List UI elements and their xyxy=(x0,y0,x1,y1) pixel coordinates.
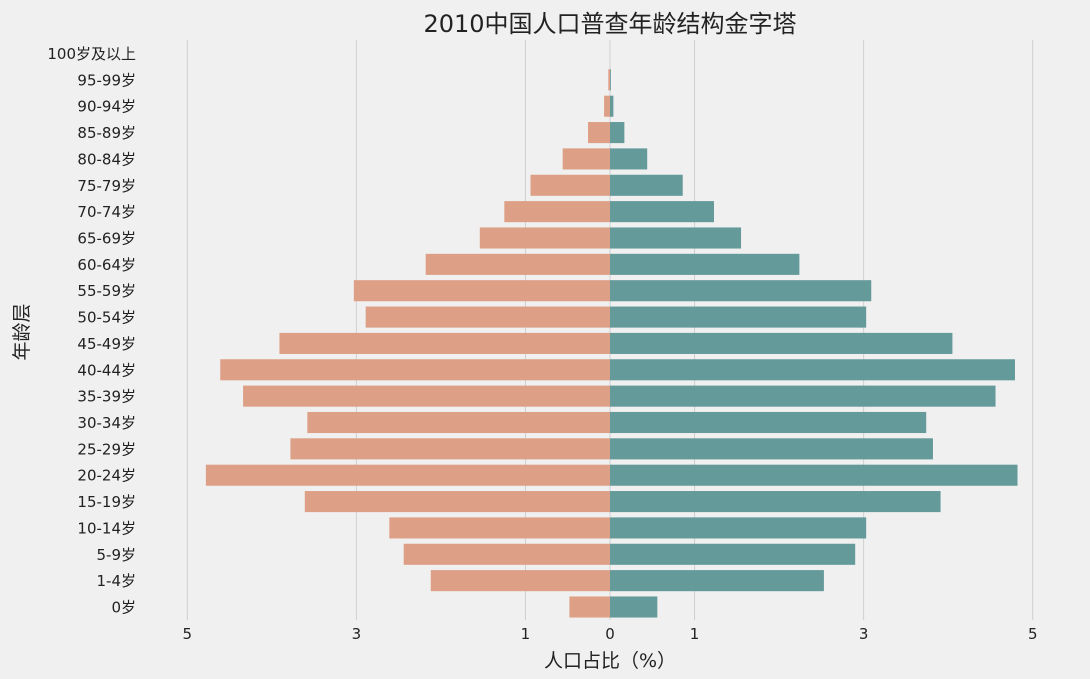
y-tick-label: 20-24岁 xyxy=(77,467,136,485)
x-tick-label: 5 xyxy=(182,625,192,643)
y-tick-label: 100岁及以上 xyxy=(47,45,136,63)
x-tick-label: 3 xyxy=(859,625,869,643)
bar-left xyxy=(403,543,610,565)
bar-left xyxy=(530,174,610,196)
chart-title: 2010中国人口普查年龄结构金字塔 xyxy=(423,10,796,38)
bar-left xyxy=(430,570,610,592)
y-tick-label: 70-74岁 xyxy=(77,203,136,221)
bar-left xyxy=(353,280,610,302)
x-tick-label: 1 xyxy=(690,625,700,643)
bar-left xyxy=(205,464,610,486)
bar-right xyxy=(610,253,800,275)
y-tick-label: 25-29岁 xyxy=(77,440,136,458)
bar-left xyxy=(588,122,610,144)
bar-left xyxy=(307,411,610,434)
y-tick-label: 75-79岁 xyxy=(77,177,136,195)
bar-left xyxy=(569,596,610,618)
bar-right xyxy=(610,69,611,91)
y-tick-label: 35-39岁 xyxy=(77,388,136,406)
bar-left xyxy=(425,253,610,275)
x-tick-label: 3 xyxy=(352,625,362,643)
bar-right xyxy=(610,280,872,302)
bar-left xyxy=(279,332,610,354)
y-tick-label: 50-54岁 xyxy=(77,309,136,327)
y-tick-label: 80-84岁 xyxy=(77,150,136,168)
bar-left xyxy=(562,148,610,170)
bar-left xyxy=(608,69,610,91)
bar-left xyxy=(243,385,610,407)
y-tick-label: 0岁 xyxy=(111,599,136,617)
x-axis-label: 人口占比（%） xyxy=(544,650,676,672)
y-tick-label: 90-94岁 xyxy=(77,98,136,116)
bar-right xyxy=(610,201,714,223)
y-tick-labels: 0岁 1-4岁 5-9岁 10-14岁 15-19岁 20-24岁 25-29岁 30-34岁… xyxy=(47,45,136,617)
bar-right xyxy=(610,359,1015,381)
bar-right xyxy=(610,411,927,434)
y-tick-label: 40-44岁 xyxy=(77,361,136,379)
y-tick-label: 55-59岁 xyxy=(77,282,136,300)
bar-left xyxy=(220,359,610,381)
y-axis-label: 年龄层 xyxy=(11,303,33,360)
bar-right xyxy=(610,491,941,513)
bars-layer xyxy=(205,69,1018,618)
y-tick-label: 45-49岁 xyxy=(77,335,136,353)
bar-right xyxy=(610,543,856,565)
bar-right xyxy=(610,570,824,592)
y-tick-label: 60-64岁 xyxy=(77,256,136,274)
bar-right xyxy=(610,517,867,539)
bar-left xyxy=(604,95,610,117)
y-tick-label: 1-4岁 xyxy=(97,572,137,590)
bar-right xyxy=(610,148,648,170)
x-tick-label: 0 xyxy=(605,625,615,643)
bar-right xyxy=(610,306,867,328)
y-tick-label: 65-69岁 xyxy=(77,230,136,248)
y-tick-label: 15-19岁 xyxy=(77,493,136,511)
bar-right xyxy=(610,174,683,196)
bar-right xyxy=(610,227,742,249)
bar-right xyxy=(610,122,625,144)
bar-right xyxy=(610,95,614,117)
y-tick-label: 95-99岁 xyxy=(77,71,136,89)
bar-left xyxy=(290,438,610,460)
bar-right xyxy=(610,332,953,354)
bar-left xyxy=(365,306,610,328)
x-tick-label: 1 xyxy=(521,625,531,643)
y-tick-label: 85-89岁 xyxy=(77,124,136,142)
x-tick-label: 5 xyxy=(1028,625,1038,643)
y-tick-label: 10-14岁 xyxy=(77,519,136,537)
x-tick-labels: 5 3 1 0 1 3 5 xyxy=(182,625,1037,643)
bar-left xyxy=(304,491,610,513)
bar-right xyxy=(610,596,658,618)
y-tick-label: 30-34岁 xyxy=(77,414,136,432)
bar-right xyxy=(610,464,1018,486)
bar-right xyxy=(610,438,933,460)
bar-left xyxy=(389,517,610,539)
bar-left xyxy=(479,227,610,249)
bar-left xyxy=(504,201,610,223)
bar-right xyxy=(610,385,996,407)
y-tick-label: 5-9岁 xyxy=(97,546,137,564)
